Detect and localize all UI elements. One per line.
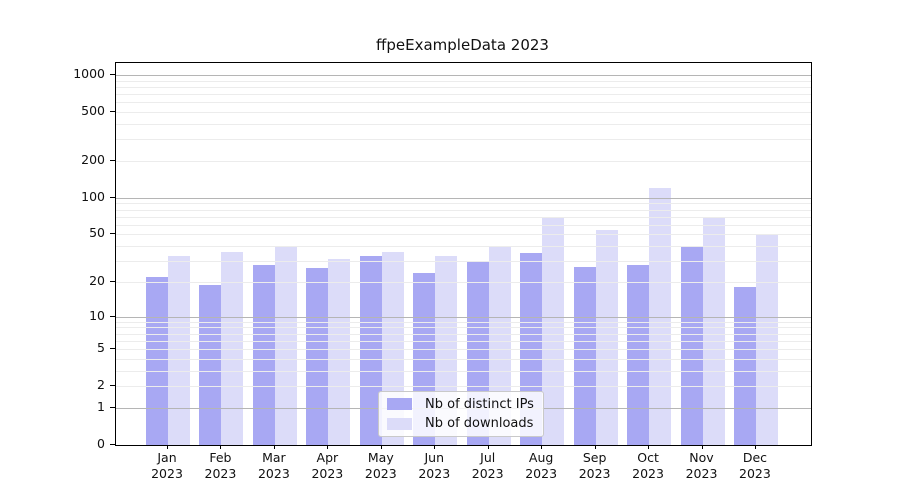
minor-gridline <box>116 123 811 125</box>
y-tick-mark <box>110 111 115 113</box>
y-tick-mark <box>110 280 115 282</box>
y-tick-mark <box>110 233 115 235</box>
x-tick-label-aug: Aug 2023 <box>525 450 558 481</box>
x-tick-mark <box>220 445 222 449</box>
bar-distinct-ips <box>733 287 756 445</box>
y-tick-label: 50 <box>89 225 105 241</box>
legend-label: Nb of distinct IPs <box>425 396 534 412</box>
y-tick-label: 100 <box>81 188 105 204</box>
x-tick-mark <box>594 445 596 449</box>
y-tick-label: 10 <box>89 307 105 323</box>
x-tick-label-nov: Nov 2023 <box>685 450 718 481</box>
legend-item-downloads: Nb of downloads <box>379 416 543 431</box>
legend-swatch-distinct-ips <box>387 398 412 411</box>
chart-title: ffpeExampleData 2023 <box>376 36 549 54</box>
y-tick-mark <box>110 196 115 198</box>
x-tick-label-jan: Jan 2023 <box>151 450 183 481</box>
minor-gridline <box>116 94 811 96</box>
x-tick-label-jul: Jul 2023 <box>471 450 504 481</box>
x-tick-mark <box>380 445 382 449</box>
bar-distinct-ips <box>680 247 703 445</box>
y-tick-label: 1 <box>97 398 105 414</box>
bar-distinct-ips <box>146 277 168 445</box>
bar-distinct-ips <box>306 268 329 445</box>
x-tick-label-dec: Dec 2023 <box>739 450 771 481</box>
bar-downloads <box>221 251 244 445</box>
bar-distinct-ips <box>359 256 382 445</box>
y-tick-mark <box>110 348 115 350</box>
minor-gridline <box>116 160 811 162</box>
y-tick-mark <box>110 385 115 387</box>
minor-gridline <box>116 80 811 82</box>
x-tick-mark <box>327 445 329 449</box>
x-tick-mark <box>648 445 650 449</box>
legend: Nb of distinct IPs Nb of downloads <box>378 391 544 437</box>
bar-downloads <box>274 246 297 445</box>
y-tick-mark <box>110 315 115 317</box>
x-tick-mark <box>273 445 275 449</box>
y-tick-label: 2 <box>97 377 105 393</box>
x-tick-label-may: May 2023 <box>364 450 397 481</box>
y-tick-label: 500 <box>81 103 105 119</box>
bar-downloads <box>702 218 725 445</box>
bar-distinct-ips <box>573 266 596 445</box>
y-tick-mark <box>110 159 115 161</box>
legend-item-distinct-ips: Nb of distinct IPs <box>379 397 543 412</box>
x-tick-label-apr: Apr 2023 <box>311 450 344 481</box>
y-tick-label: 200 <box>81 151 105 167</box>
minor-gridline <box>116 86 811 88</box>
y-tick-label: 20 <box>89 272 105 288</box>
x-tick-label-feb: Feb 2023 <box>204 450 237 481</box>
x-tick-mark <box>434 445 436 449</box>
y-tick-label: 5 <box>97 340 105 356</box>
bar-distinct-ips <box>199 284 222 445</box>
x-tick-mark <box>701 445 703 449</box>
bar-downloads <box>168 256 190 445</box>
y-tick-label: 1000 <box>73 65 105 81</box>
x-tick-label-jun: Jun 2023 <box>418 450 451 481</box>
y-tick-mark <box>110 73 115 75</box>
x-tick-mark <box>541 445 543 449</box>
x-tick-label-sep: Sep 2023 <box>578 450 611 481</box>
y-tick-mark <box>110 406 115 408</box>
x-tick-mark <box>167 445 168 449</box>
legend-swatch-downloads <box>387 417 412 430</box>
legend-label: Nb of downloads <box>425 416 534 432</box>
bar-distinct-ips <box>627 264 650 445</box>
minor-gridline <box>116 203 811 205</box>
bar-downloads <box>649 188 672 445</box>
minor-gridline <box>116 112 811 114</box>
minor-gridline <box>116 102 811 104</box>
plot-area <box>115 62 812 446</box>
minor-gridline <box>116 209 811 211</box>
minor-gridline <box>116 139 811 141</box>
major-gridline <box>116 74 811 76</box>
x-tick-label-oct: Oct 2023 <box>632 450 664 481</box>
major-gridline <box>116 197 811 199</box>
bar-downloads <box>542 218 565 445</box>
bar-distinct-ips <box>252 264 275 445</box>
y-tick-label: 0 <box>97 436 105 451</box>
x-tick-mark <box>487 445 489 449</box>
bar-downloads <box>755 234 778 445</box>
bar-downloads <box>328 259 351 445</box>
x-tick-label-mar: Mar 2023 <box>257 450 290 481</box>
x-tick-mark <box>754 445 756 449</box>
bar-downloads <box>595 230 618 445</box>
y-tick-mark <box>110 444 115 445</box>
